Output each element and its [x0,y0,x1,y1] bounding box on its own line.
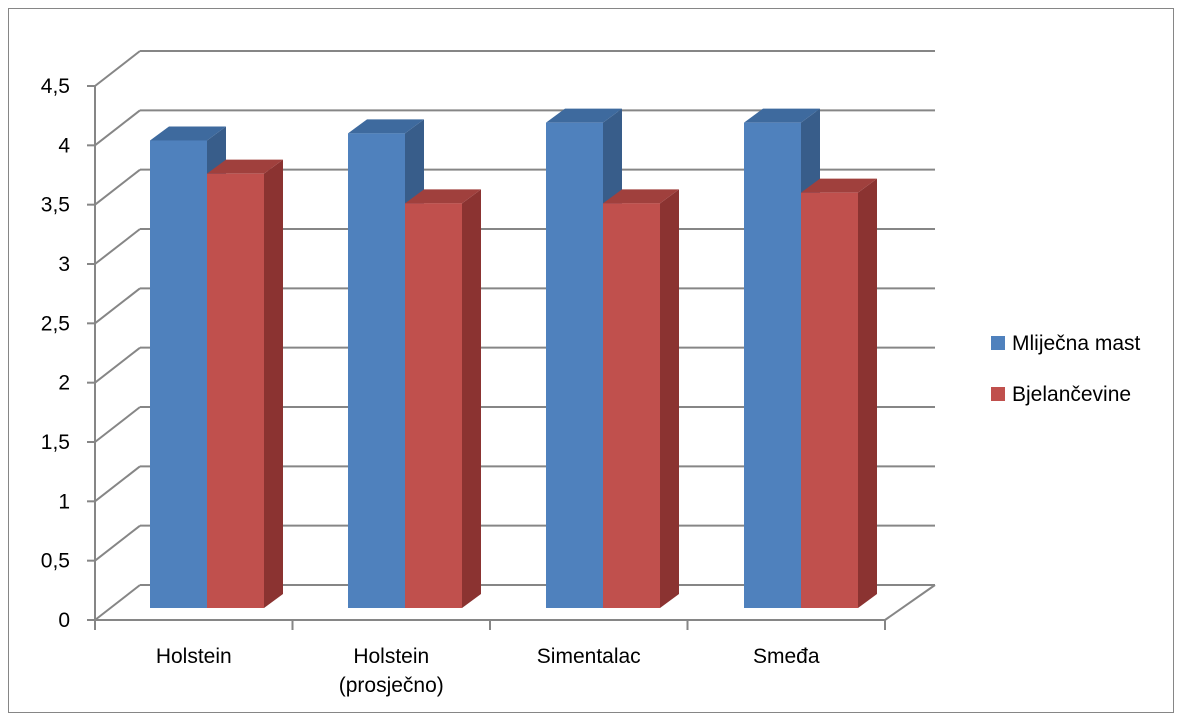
bar-front [744,122,801,609]
x-axis-categories: Holstein Holstein (prosječno) Simentalac Sme… [156,645,820,697]
category-label: Holstein [353,645,429,668]
category-label: Smeđa [753,645,820,668]
legend-swatch [991,387,1005,401]
y-tick-label: 1 [58,490,70,513]
category-label: Simentalac [537,645,641,668]
wall-diagonal [94,168,141,206]
y-tick-label: 0,5 [41,550,70,573]
bar [603,189,679,608]
y-tick-label: 2,5 [41,312,70,335]
y-tick-label: 4,5 [41,75,70,98]
wall-diagonal [94,584,141,621]
bar [207,159,283,608]
wall-diagonal [94,50,141,87]
bar-front [150,140,207,608]
bar-top [603,189,679,204]
legend: Mliječna mast Bjelančevine [991,332,1141,406]
legend-entry: Mliječna mast [1012,332,1141,355]
y-tick-label: 3 [58,253,70,276]
bars-layer [150,108,877,609]
bar-top [207,159,283,174]
y-tick-label: 4 [58,134,70,157]
y-tick-label: 0 [58,609,70,632]
legend-entry: Bjelančevine [1012,383,1131,406]
wall-diagonal [94,228,141,265]
bar-top [801,178,877,193]
bar-front [603,203,660,608]
bar-front [207,173,264,608]
bar-side [264,159,283,608]
category-label: (prosječno) [339,674,444,697]
bar-front [546,122,603,609]
bar-front [405,203,462,608]
bar-top [546,108,622,123]
bar-side [462,189,481,608]
bar-top [744,108,820,123]
bar-front [801,192,858,608]
y-tick-label: 2 [58,372,70,395]
y-tick-label: 3,5 [41,194,70,217]
floor-edge [884,584,936,621]
legend-swatch [991,336,1005,350]
bar-side [858,178,877,608]
wall-diagonal [94,406,141,443]
wall-diagonal [94,287,141,325]
wall-diagonal [94,346,141,384]
bar-top [405,189,481,204]
bar [405,189,481,608]
y-axis-ticks: 0 0,5 1 1,5 2 2,5 3 3,5 4 4,5 [41,75,71,632]
category-label: Holstein [156,645,232,668]
bar-side [660,189,679,608]
bar-top [150,126,226,141]
wall-diagonal [94,109,141,147]
wall-diagonal [94,524,141,562]
bar-top [348,119,424,134]
y-tick-label: 1,5 [41,431,70,454]
bar [801,178,877,608]
wall-diagonal [94,465,141,503]
bar-front [348,133,405,609]
